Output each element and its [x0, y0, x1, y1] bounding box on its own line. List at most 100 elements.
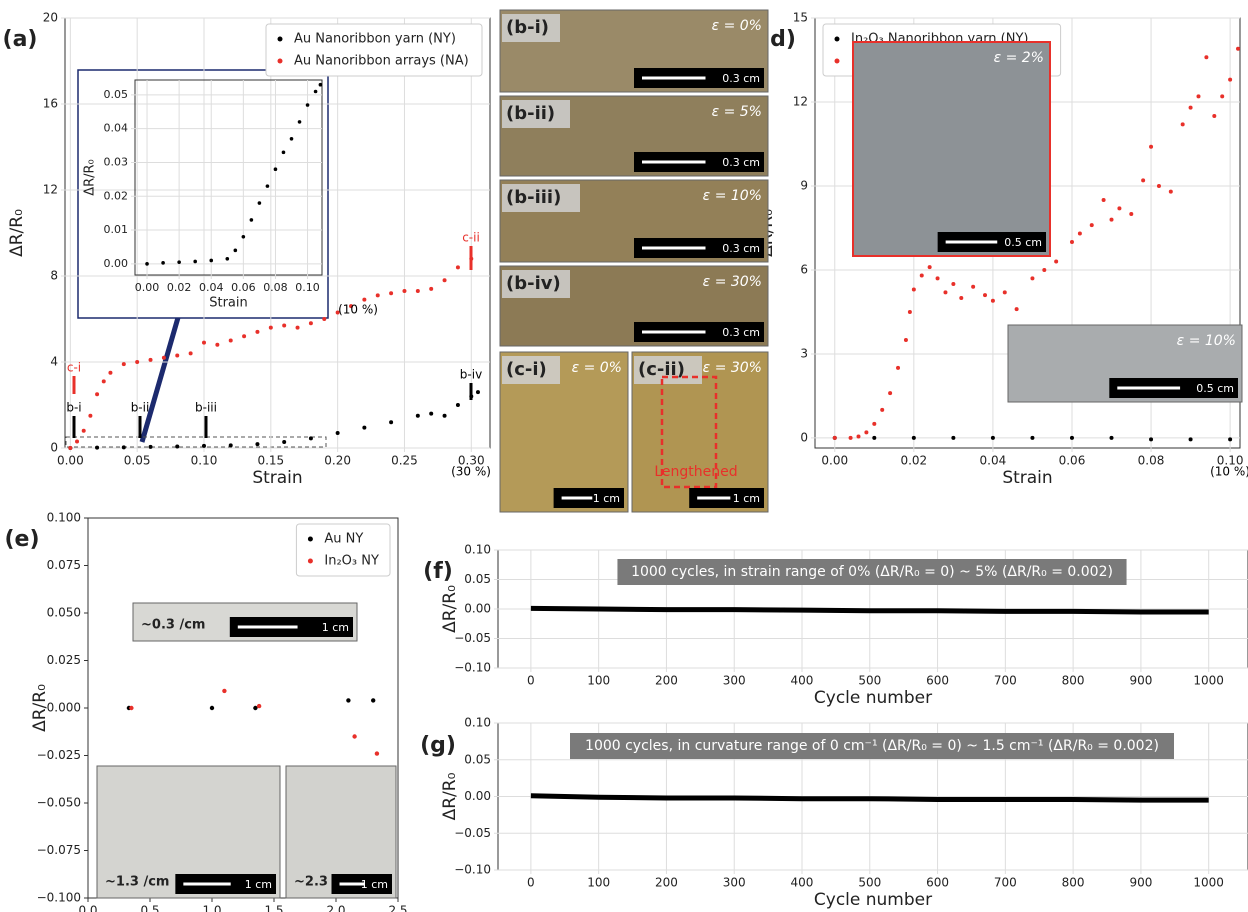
photo-label-box [502, 184, 580, 212]
panel-label: (e) [4, 527, 39, 552]
legend-box [295, 523, 391, 577]
y-tick-label: 0.02 [104, 189, 129, 202]
data-point [1101, 197, 1106, 202]
data-point [1188, 105, 1193, 110]
data-point [990, 435, 995, 440]
x-tick-label: 500 [858, 674, 881, 688]
photo-strain: ε = 30% [703, 274, 762, 290]
photo-label: (b-i) [506, 17, 549, 38]
data-point [935, 276, 940, 281]
data-point [1030, 435, 1035, 440]
annotation: b-iii [195, 401, 217, 415]
data-point [281, 150, 286, 155]
data-point [265, 184, 270, 188]
y-tick-label: 9 [800, 178, 808, 192]
data-point [1014, 307, 1019, 312]
data-point [81, 428, 86, 433]
scale-label: 1 cm [733, 492, 760, 505]
photo-label-box [502, 270, 570, 298]
annotation: b-i [66, 401, 81, 415]
scale-label: 1 cm [593, 492, 620, 505]
data-point [442, 278, 447, 283]
data-point [177, 260, 181, 264]
x-tick-label: 0.08 [1138, 454, 1165, 468]
data-point [335, 310, 340, 315]
scale-label: 0.3 cm [722, 326, 760, 339]
photo-label: (b-iv) [506, 273, 561, 294]
annotation: b-ii [131, 401, 150, 415]
x-tick-label: 200 [655, 674, 678, 688]
x-tick-label: 1.0 [202, 904, 221, 912]
legend-label: Au NY [324, 532, 363, 547]
data-point [322, 317, 327, 321]
data-point [1030, 276, 1035, 281]
data-point [282, 323, 287, 328]
photo-note: Lengthened [654, 464, 737, 480]
y-tick-label: 8 [50, 269, 58, 283]
data-point [318, 82, 323, 87]
x-axis-label: Cycle number [814, 688, 932, 708]
data-point [209, 705, 215, 711]
data-point [983, 293, 987, 298]
y-tick-label: −0.100 [37, 891, 81, 905]
y-tick-label: 4 [50, 355, 58, 369]
legend-label: Au Nanoribbon yarn (NY) [294, 32, 456, 47]
x-tick-label: 0.0 [78, 904, 97, 912]
data-point [903, 337, 908, 342]
annotation: c-i [67, 361, 81, 375]
data-point [475, 390, 480, 395]
data-point [201, 443, 206, 448]
legend-box [265, 23, 483, 77]
data-point [95, 445, 100, 450]
annotation: (10 %) [338, 303, 378, 317]
x-tick-label: 2.5 [388, 904, 407, 912]
y-tick-label: 0.00 [104, 257, 129, 270]
x-tick-label: 0.25 [391, 454, 418, 468]
annotation: c-ii [462, 231, 480, 245]
x-tick-label: 1.5 [264, 904, 283, 912]
data-point [255, 442, 260, 447]
x-tick-label: 0.30 [458, 454, 485, 468]
data-line [530, 793, 1209, 803]
data-point [241, 235, 246, 239]
panel-label: (f) [423, 559, 453, 584]
photo-strain: ε = 10% [1177, 333, 1236, 349]
y-tick-label: −0.10 [454, 863, 491, 877]
data-point [305, 103, 310, 107]
data-point [1149, 144, 1154, 149]
photo-label: (b-ii) [506, 103, 555, 124]
photo-strain: ε = 30% [703, 360, 762, 376]
data-point [297, 120, 302, 124]
x-tick-label: 0.5 [140, 904, 159, 912]
legend-marker [277, 58, 283, 64]
legend-marker [834, 36, 840, 42]
data-point [256, 703, 262, 709]
x-tick-label: 0.10 [1217, 454, 1244, 468]
y-tick-label: 12 [43, 183, 58, 197]
data-point [1228, 437, 1233, 442]
annotation: (30 %) [451, 465, 491, 479]
y-tick-label: 0.10 [464, 543, 491, 557]
photo-label: (c-i) [506, 359, 547, 380]
data-point [362, 425, 367, 430]
data-point [129, 705, 134, 711]
scale-label: 1 cm [361, 878, 388, 891]
data-point [1204, 55, 1209, 60]
x-tick-label: 700 [994, 876, 1017, 890]
y-tick-label: 0.10 [464, 716, 491, 730]
data-point [121, 362, 126, 367]
y-tick-label: 0.075 [47, 558, 81, 572]
data-point [175, 444, 180, 449]
data-point [455, 265, 460, 270]
data-point [209, 258, 214, 263]
data-point [911, 287, 916, 292]
data-point [75, 439, 80, 444]
y-axis-label: ΔR/R₀ [7, 209, 27, 257]
legend-marker [277, 36, 283, 42]
data-point [268, 325, 273, 330]
photo-label: (b-iii) [506, 187, 561, 208]
data-point [389, 291, 394, 296]
data-point [927, 265, 932, 270]
x-tick-label: 400 [791, 876, 814, 890]
data-point [374, 751, 380, 756]
